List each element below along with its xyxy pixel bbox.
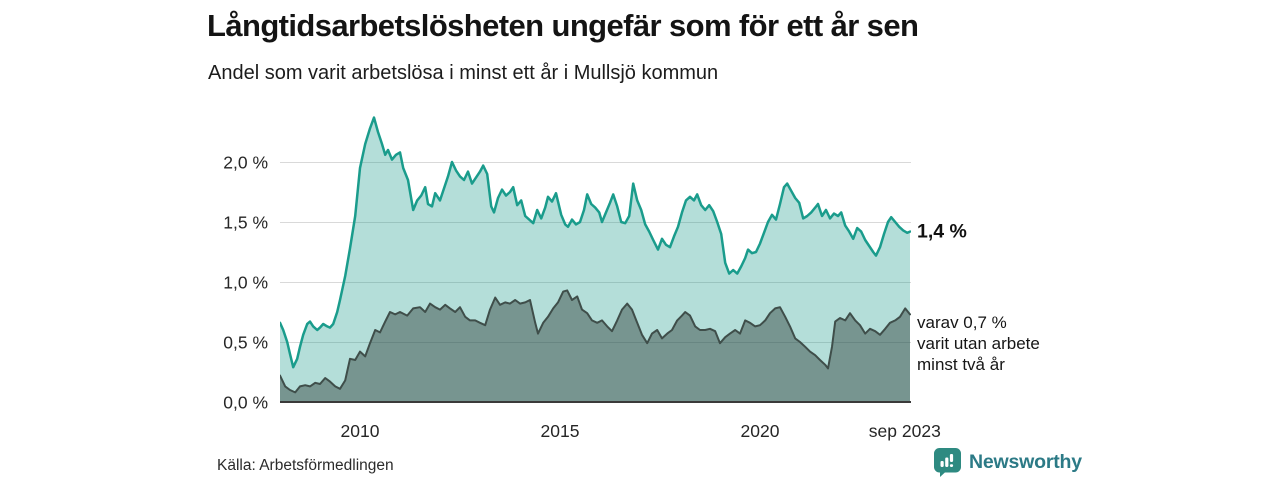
series-area-fill bbox=[280, 290, 910, 402]
y-axis-tick-label: 1,5 % bbox=[223, 212, 268, 233]
gridline bbox=[280, 282, 911, 283]
series-area-fill bbox=[280, 117, 910, 402]
x-axis-tick-label: sep 2023 bbox=[868, 421, 941, 441]
page-title: Långtidsarbetslösheten ungefär som för e… bbox=[207, 8, 919, 43]
y-axis-tick-label: 1,0 % bbox=[223, 272, 268, 293]
secondary-series-annotation: varav 0,7 % varit utan arbete minst två … bbox=[917, 312, 1040, 375]
gridline bbox=[280, 162, 911, 163]
x-axis-tick-label: 2020 bbox=[740, 421, 780, 441]
y-axis-tick-label: 2,0 % bbox=[223, 152, 268, 173]
x-axis-tick-label: 2015 bbox=[540, 421, 580, 441]
x-axis-tick-label: 2010 bbox=[340, 421, 380, 441]
x-axis-line bbox=[280, 401, 911, 403]
series-line bbox=[280, 116, 911, 369]
gridline bbox=[280, 222, 911, 223]
source-attribution: Källa: Arbetsförmedlingen bbox=[217, 457, 394, 474]
gridline bbox=[280, 342, 911, 343]
y-axis-tick-label: 0,5 % bbox=[223, 332, 268, 353]
newsworthy-logo-text: Newsworthy bbox=[969, 451, 1082, 473]
chart-subtitle: Andel som varit arbetslösa i minst ett å… bbox=[208, 62, 719, 84]
annotation-line: varit utan arbete bbox=[917, 334, 1040, 353]
annotation-line: varav 0,7 % bbox=[917, 313, 1007, 332]
newsworthy-logo: Newsworthy bbox=[933, 447, 1082, 478]
series-end-value-label: 1,4 % bbox=[917, 220, 967, 243]
annotation-line: minst två år bbox=[917, 355, 1005, 374]
area-chart-plot bbox=[280, 116, 911, 402]
y-axis-tick-label: 0,0 % bbox=[223, 392, 268, 413]
series-line bbox=[280, 289, 911, 394]
newsworthy-logo-icon bbox=[934, 448, 961, 477]
